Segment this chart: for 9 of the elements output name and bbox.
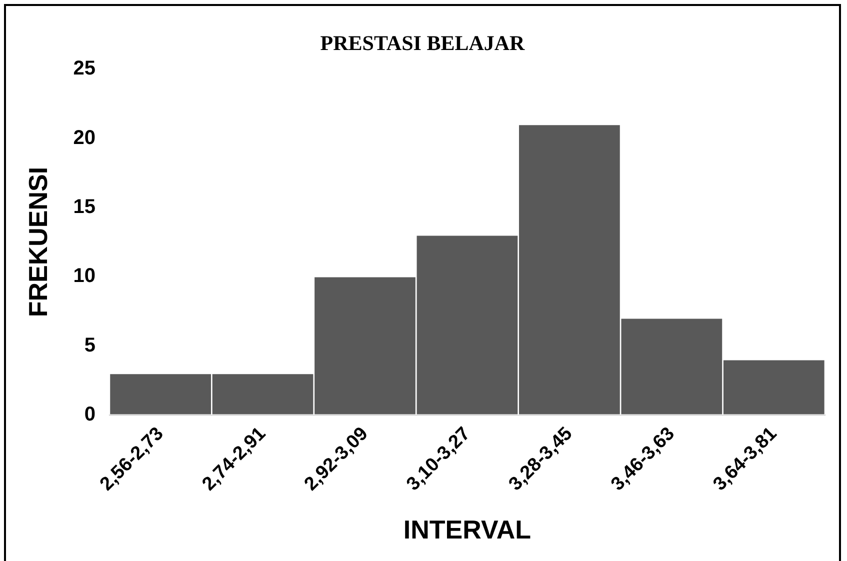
y-tick-label: 5 (84, 334, 96, 356)
y-tick-label: 10 (73, 265, 96, 288)
y-tick-label: 20 (73, 126, 96, 149)
x-axis-title: INTERVAL (403, 514, 532, 545)
y-axis-title: FREKUENSI (22, 166, 53, 318)
y-tick-label: 25 (73, 58, 96, 80)
chart-title: PRESTASI BELAJAR (320, 31, 526, 56)
y-tick-label: 0 (84, 403, 96, 426)
y-tick-label: 15 (73, 196, 96, 218)
